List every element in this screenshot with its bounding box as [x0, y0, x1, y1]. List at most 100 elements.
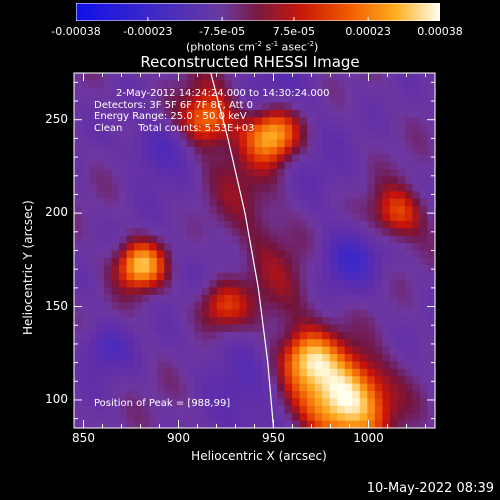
- image-pixel: [404, 280, 414, 289]
- image-pixel: [329, 324, 338, 333]
- image-pixel: [419, 302, 429, 311]
- image-pixel: [427, 176, 436, 185]
- image-pixel: [164, 250, 173, 259]
- image-pixel: [284, 265, 293, 274]
- image-pixel: [74, 183, 83, 192]
- image-pixel: [254, 361, 263, 370]
- image-pixel: [397, 220, 406, 229]
- image-pixel: [201, 95, 210, 104]
- image-pixel: [374, 368, 383, 377]
- image-pixel: [367, 161, 376, 170]
- image-pixel: [104, 265, 113, 274]
- image-pixel: [126, 146, 135, 155]
- image-pixel: [239, 132, 248, 141]
- image-pixel: [314, 176, 323, 185]
- image-pixel: [337, 228, 346, 237]
- image-pixel: [277, 324, 286, 333]
- image-pixel: [269, 272, 278, 281]
- image-pixel: [134, 361, 143, 370]
- image-pixel: [81, 361, 90, 370]
- image-pixel: [126, 413, 135, 422]
- image-pixel: [194, 420, 203, 429]
- image-pixel: [352, 95, 361, 104]
- image-pixel: [231, 198, 241, 207]
- image-pixel: [292, 383, 301, 392]
- image-pixel: [224, 220, 233, 229]
- image-pixel: [337, 324, 346, 333]
- image-pixel: [269, 294, 278, 303]
- image-pixel: [134, 228, 143, 237]
- image-pixel: [307, 95, 316, 104]
- image-pixel: [119, 87, 128, 96]
- image-pixel: [239, 228, 248, 237]
- image-pixel: [397, 228, 406, 237]
- image-pixel: [412, 95, 421, 104]
- image-pixel: [367, 354, 376, 363]
- image-pixel: [427, 154, 436, 163]
- image-pixel: [262, 398, 271, 407]
- image-pixel: [314, 198, 323, 207]
- image-pixel: [389, 102, 398, 111]
- image-pixel: [419, 287, 429, 296]
- image-pixel: [96, 405, 105, 414]
- image-pixel: [352, 317, 361, 326]
- image-pixel: [239, 161, 248, 170]
- image-pixel: [141, 102, 150, 111]
- image-pixel: [74, 354, 83, 363]
- image-pixel: [239, 176, 248, 185]
- image-pixel: [224, 161, 233, 170]
- image-pixel: [96, 154, 105, 163]
- image-pixel: [337, 331, 346, 340]
- image-pixel: [134, 420, 143, 429]
- image-pixel: [307, 161, 316, 170]
- image-pixel: [111, 339, 120, 348]
- image-pixel: [134, 294, 143, 303]
- image-pixel: [277, 250, 286, 259]
- image-pixel: [329, 161, 338, 170]
- image-pixel: [231, 109, 241, 118]
- image-pixel: [314, 154, 323, 163]
- image-pixel: [344, 154, 353, 163]
- image-pixel: [322, 361, 331, 370]
- image-pixel: [397, 95, 406, 104]
- image-pixel: [141, 73, 150, 81]
- image-pixel: [322, 102, 331, 111]
- image-pixel: [96, 324, 105, 333]
- image-pixel: [134, 176, 143, 185]
- image-pixel: [104, 317, 113, 326]
- image-pixel: [104, 176, 113, 185]
- image-pixel: [367, 243, 376, 252]
- image-pixel: [156, 176, 165, 185]
- image-pixel: [209, 169, 218, 178]
- image-pixel: [126, 169, 135, 178]
- image-pixel: [367, 146, 376, 155]
- image-pixel: [299, 73, 308, 81]
- image-pixel: [96, 146, 105, 155]
- image-pixel: [352, 354, 361, 363]
- image-pixel: [186, 339, 195, 348]
- image-pixel: [156, 146, 165, 155]
- colorbar-ticks: [76, 17, 440, 21]
- image-pixel: [156, 368, 165, 377]
- image-pixel: [179, 317, 188, 326]
- image-pixel: [171, 80, 180, 89]
- image-pixel: [352, 376, 361, 385]
- image-pixel: [141, 198, 150, 207]
- image-pixel: [329, 80, 338, 89]
- image-pixel: [397, 413, 406, 422]
- image-pixel: [111, 354, 120, 363]
- image-pixel: [427, 324, 436, 333]
- image-pixel: [269, 376, 278, 385]
- image-pixel: [292, 309, 301, 318]
- image-pixel: [337, 346, 346, 355]
- image-pixel: [89, 346, 98, 355]
- image-pixel: [307, 250, 316, 259]
- image-pixel: [111, 87, 120, 96]
- image-pixel: [262, 383, 271, 392]
- image-pixel: [126, 191, 135, 200]
- image-pixel: [337, 361, 346, 370]
- image-pixel: [284, 331, 293, 340]
- image-pixel: [96, 265, 105, 274]
- image-pixel: [389, 169, 398, 178]
- image-pixel: [352, 324, 361, 333]
